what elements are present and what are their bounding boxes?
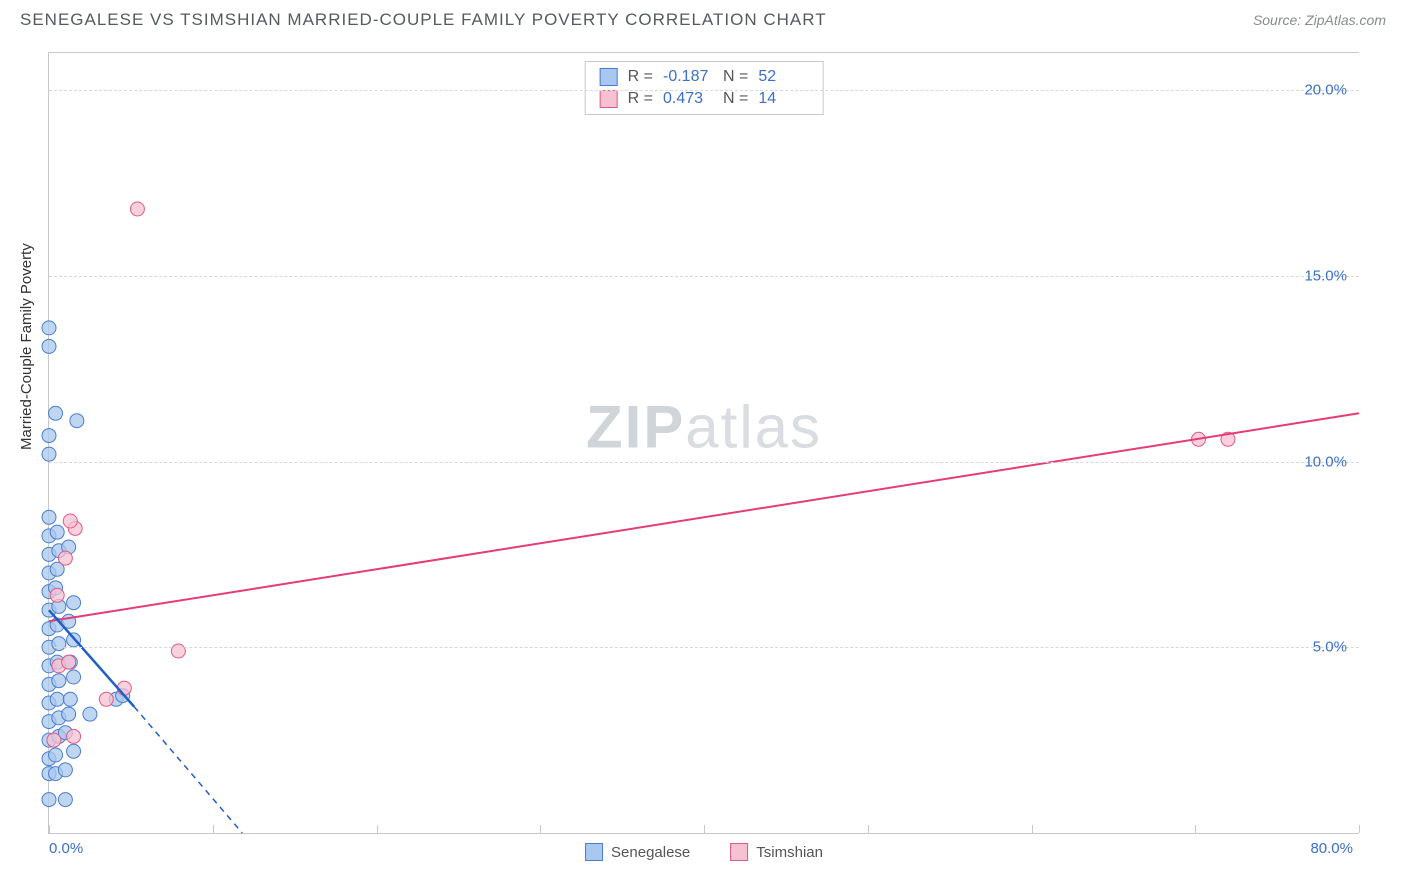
series-legend: Senegalese Tsimshian	[585, 843, 823, 861]
y-tick-label: 20.0%	[1304, 82, 1347, 99]
chart-plot-area: ZIPatlas R = -0.187 N = 52 R = 0.473 N =…	[48, 52, 1359, 834]
x-tick	[868, 825, 869, 833]
x-tick	[1359, 825, 1360, 833]
y-axis-label: Married-Couple Family Poverty	[18, 243, 35, 450]
chart-title: SENEGALESE VS TSIMSHIAN MARRIED-COUPLE F…	[20, 10, 827, 30]
x-tick	[213, 825, 214, 833]
x-tick	[540, 825, 541, 833]
gridline	[49, 276, 1359, 277]
y-tick-label: 10.0%	[1304, 453, 1347, 470]
gridline	[49, 90, 1359, 91]
legend-swatch-senegalese	[585, 843, 603, 861]
x-tick	[1032, 825, 1033, 833]
y-tick-label: 5.0%	[1313, 639, 1347, 656]
x-tick	[49, 825, 50, 833]
x-tick-label: 0.0%	[49, 840, 83, 857]
y-tick-label: 15.0%	[1304, 267, 1347, 284]
legend-label: Senegalese	[611, 844, 690, 861]
gridline	[49, 462, 1359, 463]
scatter-svg	[49, 53, 1359, 833]
legend-swatch-tsimshian	[730, 843, 748, 861]
x-tick	[704, 825, 705, 833]
legend-item-senegalese: Senegalese	[585, 843, 690, 861]
legend-item-tsimshian: Tsimshian	[730, 843, 823, 861]
x-tick	[377, 825, 378, 833]
source-attribution: Source: ZipAtlas.com	[1253, 12, 1386, 28]
x-tick	[1195, 825, 1196, 833]
legend-label: Tsimshian	[756, 844, 823, 861]
x-tick-label: 80.0%	[1310, 840, 1353, 857]
gridline	[49, 647, 1359, 648]
